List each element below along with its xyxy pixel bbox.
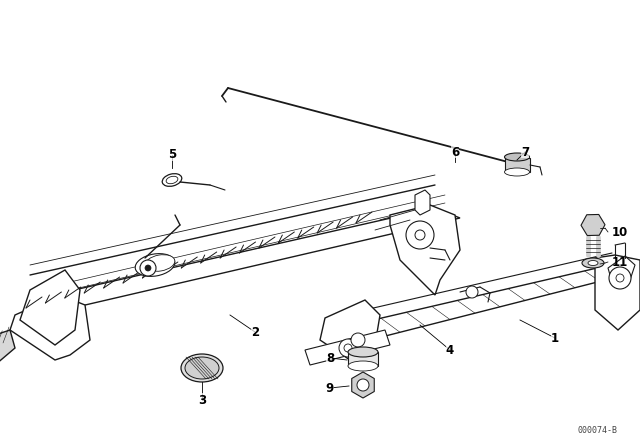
Ellipse shape	[162, 174, 182, 186]
Ellipse shape	[135, 254, 175, 276]
Circle shape	[357, 379, 369, 391]
Polygon shape	[595, 255, 640, 330]
Polygon shape	[305, 330, 390, 365]
Text: 6: 6	[451, 146, 459, 159]
Polygon shape	[320, 300, 380, 360]
Text: 11: 11	[612, 255, 628, 268]
Ellipse shape	[348, 347, 378, 357]
Text: 8: 8	[326, 352, 334, 365]
Ellipse shape	[504, 153, 529, 161]
Polygon shape	[415, 190, 430, 215]
Text: 9: 9	[326, 382, 334, 395]
Text: 10: 10	[612, 225, 628, 238]
Text: 3: 3	[198, 393, 206, 406]
Polygon shape	[605, 262, 640, 318]
Ellipse shape	[145, 255, 175, 271]
Circle shape	[145, 265, 151, 271]
Circle shape	[466, 286, 478, 298]
Text: 4: 4	[446, 344, 454, 357]
Polygon shape	[20, 270, 80, 345]
Polygon shape	[348, 352, 378, 366]
Text: 1: 1	[551, 332, 559, 345]
Ellipse shape	[181, 354, 223, 382]
Polygon shape	[10, 295, 90, 360]
Ellipse shape	[185, 357, 219, 379]
Circle shape	[339, 339, 357, 357]
Circle shape	[140, 260, 156, 276]
Polygon shape	[0, 330, 15, 368]
Circle shape	[344, 344, 352, 352]
Circle shape	[415, 230, 425, 240]
Ellipse shape	[166, 176, 178, 184]
Polygon shape	[390, 205, 460, 295]
Polygon shape	[505, 158, 530, 172]
Ellipse shape	[348, 361, 378, 371]
Text: 7: 7	[521, 146, 529, 159]
Polygon shape	[30, 208, 460, 312]
Polygon shape	[608, 256, 635, 280]
Ellipse shape	[504, 168, 529, 176]
Circle shape	[616, 274, 624, 282]
Polygon shape	[330, 265, 625, 345]
Circle shape	[609, 267, 631, 289]
Ellipse shape	[582, 258, 604, 268]
Circle shape	[406, 221, 434, 249]
Text: 5: 5	[168, 148, 176, 161]
Ellipse shape	[588, 260, 598, 266]
Text: 2: 2	[251, 326, 259, 339]
Circle shape	[351, 333, 365, 347]
Text: 000074-B: 000074-B	[578, 426, 618, 435]
